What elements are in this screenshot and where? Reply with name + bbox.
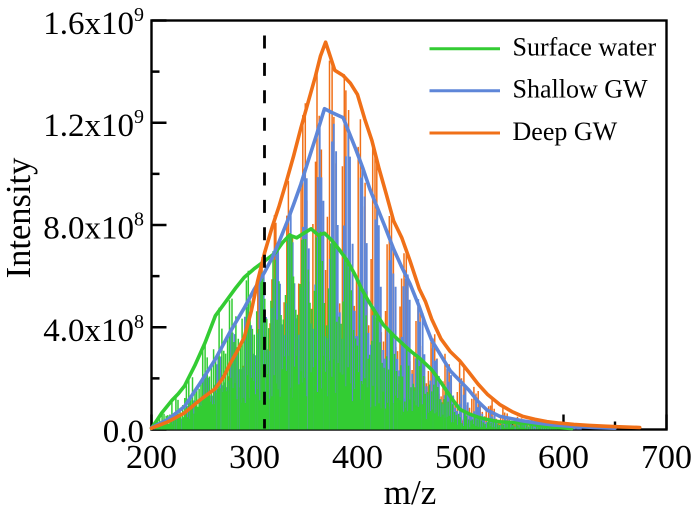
svg-text:0.0: 0.0: [103, 414, 144, 450]
svg-text:m/z: m/z: [384, 473, 436, 512]
svg-text:Intensity: Intensity: [0, 157, 38, 278]
svg-text:700: 700: [641, 439, 692, 476]
svg-text:Deep GW: Deep GW: [513, 117, 618, 146]
svg-text:1.6x109: 1.6x109: [43, 4, 144, 42]
svg-text:8.0x108: 8.0x108: [43, 209, 144, 247]
svg-text:Surface water: Surface water: [513, 33, 657, 62]
svg-text:4.0x108: 4.0x108: [43, 311, 144, 349]
svg-text:Shallow GW: Shallow GW: [513, 75, 649, 104]
svg-text:500: 500: [435, 439, 486, 476]
svg-text:200: 200: [126, 439, 177, 476]
svg-text:400: 400: [332, 439, 383, 476]
svg-text:300: 300: [229, 439, 280, 476]
svg-text:1.2x109: 1.2x109: [43, 106, 144, 144]
svg-text:600: 600: [538, 439, 589, 476]
